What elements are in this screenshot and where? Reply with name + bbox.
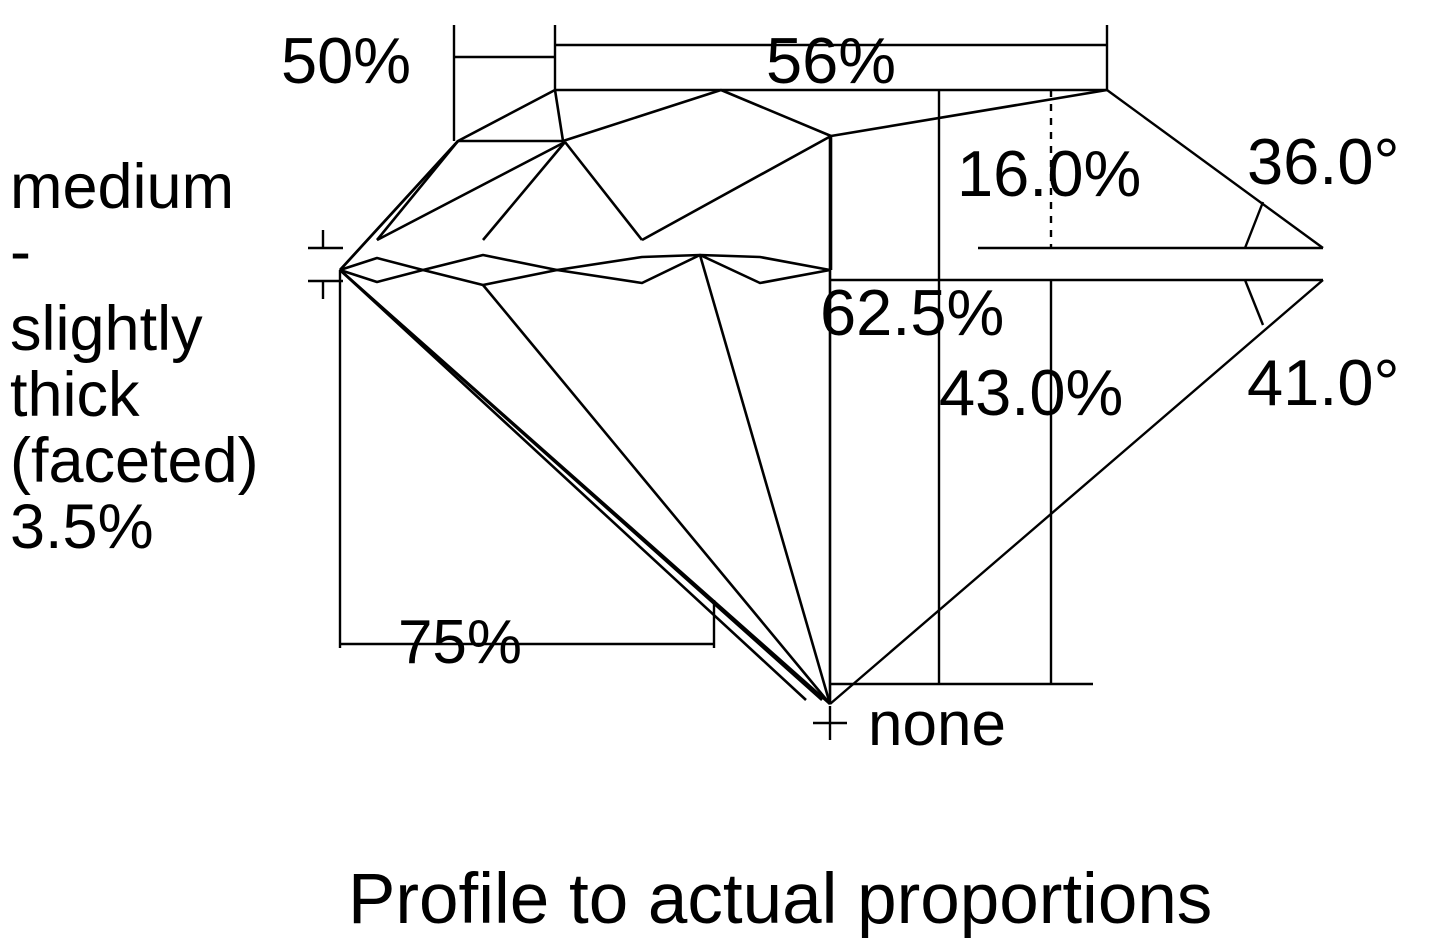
svg-text:56%: 56% xyxy=(766,24,896,97)
svg-text:36.0°: 36.0° xyxy=(1247,125,1400,198)
svg-text:3.5%: 3.5% xyxy=(10,492,154,562)
svg-text:62.5%: 62.5% xyxy=(820,276,1004,349)
svg-text:Profile to actual proportions: Profile to actual proportions xyxy=(348,860,1212,939)
svg-text:(faceted): (faceted) xyxy=(10,426,259,496)
svg-text:75%: 75% xyxy=(398,608,522,677)
svg-text:none: none xyxy=(868,690,1006,759)
svg-text:-: - xyxy=(10,217,31,287)
svg-text:medium: medium xyxy=(10,152,234,222)
svg-text:41.0°: 41.0° xyxy=(1247,346,1400,419)
svg-text:50%: 50% xyxy=(281,24,411,97)
svg-text:43.0%: 43.0% xyxy=(939,356,1123,429)
svg-text:thick: thick xyxy=(10,360,140,430)
svg-text:16.0%: 16.0% xyxy=(957,137,1141,210)
svg-text:slightly: slightly xyxy=(10,294,203,364)
